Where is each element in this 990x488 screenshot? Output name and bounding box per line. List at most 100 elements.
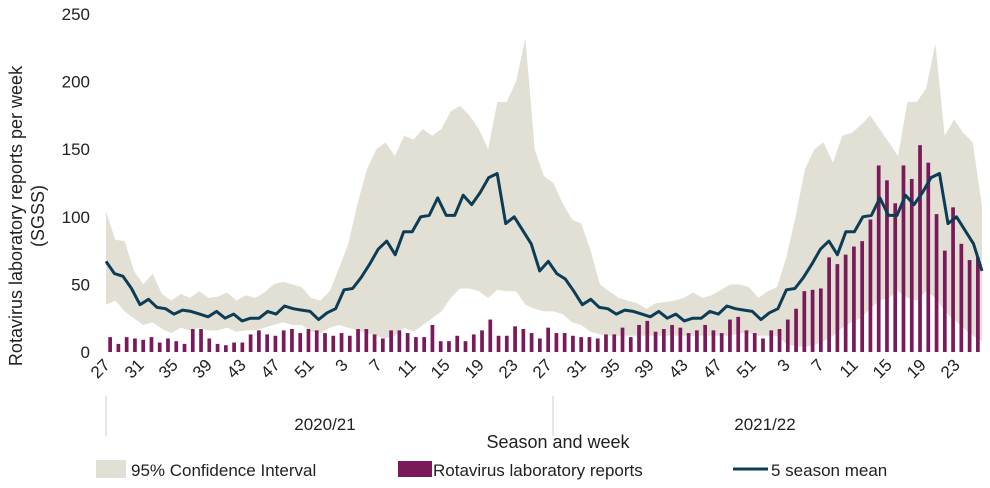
report-bar xyxy=(471,334,476,352)
y-tick-label: 250 xyxy=(62,5,90,24)
report-bar xyxy=(157,342,162,352)
report-bar xyxy=(620,327,625,352)
report-bar xyxy=(695,330,699,352)
y-axis: 0 50 100 150 200 250 xyxy=(62,5,90,362)
report-bar xyxy=(141,339,146,352)
report-bar xyxy=(554,333,559,352)
report-bar xyxy=(562,333,567,352)
report-bar xyxy=(976,257,980,352)
x-tick-label: 47 xyxy=(257,355,284,382)
x-tick-label: 43 xyxy=(223,355,250,382)
x-tick-label: 31 xyxy=(563,355,590,382)
season-label: 2021/22 xyxy=(734,415,795,434)
report-bar xyxy=(612,334,617,352)
x-tick-label: 51 xyxy=(291,355,318,382)
report-bar xyxy=(422,337,427,352)
report-bar xyxy=(290,329,294,352)
report-bar xyxy=(356,329,360,352)
report-bar xyxy=(496,335,501,352)
legend: 95% Confidence Interval Rotavirus labora… xyxy=(96,460,887,480)
report-bar xyxy=(215,343,220,352)
legend-mean-label: 5 season mean xyxy=(771,461,887,480)
x-tick-label: 39 xyxy=(631,355,658,382)
report-bar xyxy=(380,338,385,352)
report-bar xyxy=(670,324,674,352)
season-labels: 2020/21 2021/22 xyxy=(294,415,795,434)
report-bar xyxy=(463,341,468,352)
report-bar xyxy=(397,330,402,352)
report-bar xyxy=(314,330,319,352)
x-tick-label: 43 xyxy=(665,355,692,382)
report-bar xyxy=(744,330,749,352)
report-bar xyxy=(281,330,286,352)
x-tick-label: 15 xyxy=(869,355,896,382)
x-tick-label: 35 xyxy=(155,355,182,382)
report-bar xyxy=(529,333,534,352)
report-bar xyxy=(232,342,236,352)
x-tick-label: 3 xyxy=(332,355,352,375)
report-bar xyxy=(166,338,170,352)
report-bar xyxy=(967,260,972,352)
report-bar xyxy=(810,289,815,352)
x-tick-label: 3 xyxy=(774,355,794,375)
report-bar xyxy=(686,333,691,352)
report-bar xyxy=(265,334,270,352)
report-bar xyxy=(133,338,137,352)
legend-bars-label: Rotavirus laboratory reports xyxy=(433,461,643,480)
legend-ci-swatch xyxy=(96,460,126,478)
report-bar xyxy=(802,291,807,352)
report-bar xyxy=(835,264,840,352)
report-bar xyxy=(306,329,311,352)
x-tick-label: 15 xyxy=(427,355,454,382)
x-tick-label: 19 xyxy=(461,355,488,382)
report-bar xyxy=(364,329,369,352)
x-tick-label: 39 xyxy=(189,355,216,382)
report-bar xyxy=(504,335,509,352)
report-bar xyxy=(678,327,683,352)
report-bar xyxy=(405,333,410,352)
report-bar xyxy=(909,178,914,352)
report-bar xyxy=(752,333,757,352)
five-season-mean-line xyxy=(104,172,984,323)
report-bar xyxy=(414,337,418,352)
x-tick-label: 35 xyxy=(597,355,624,382)
report-bar xyxy=(595,338,600,352)
x-tick-label: 19 xyxy=(903,355,930,382)
report-bar xyxy=(918,145,922,352)
x-tick-label: 31 xyxy=(121,355,148,382)
report-bar xyxy=(513,326,517,352)
x-tick-label: 11 xyxy=(836,355,862,381)
report-bar xyxy=(149,337,154,352)
report-bar xyxy=(347,335,352,352)
report-bar xyxy=(645,320,650,352)
x-tick-label: 23 xyxy=(495,355,522,382)
report-bar xyxy=(711,330,716,352)
report-bar xyxy=(818,288,823,352)
report-bar xyxy=(728,319,732,352)
report-bar xyxy=(538,338,542,352)
report-bar xyxy=(190,329,195,352)
report-bar xyxy=(794,308,798,352)
report-bar xyxy=(571,335,575,352)
report-bar xyxy=(628,337,633,352)
report-bar xyxy=(455,335,460,352)
report-bar xyxy=(240,342,245,352)
report-bar xyxy=(827,257,831,352)
report-bar xyxy=(331,335,336,352)
confidence-interval-band xyxy=(106,38,982,347)
report-bar xyxy=(926,162,931,352)
report-bar xyxy=(777,329,782,352)
report-bar xyxy=(182,343,187,352)
report-bar xyxy=(852,246,856,352)
x-tick-label: 23 xyxy=(937,355,964,382)
x-tick-label: 7 xyxy=(366,355,386,375)
report-bar xyxy=(876,165,881,352)
report-bar xyxy=(587,337,592,352)
y-tick-label: 0 xyxy=(81,343,90,362)
report-bar xyxy=(959,243,964,352)
y-axis-title: Rotavirus laboratory reports per week xyxy=(6,65,26,366)
report-bar xyxy=(199,329,203,352)
report-bar xyxy=(108,337,112,352)
report-bar xyxy=(703,324,708,352)
